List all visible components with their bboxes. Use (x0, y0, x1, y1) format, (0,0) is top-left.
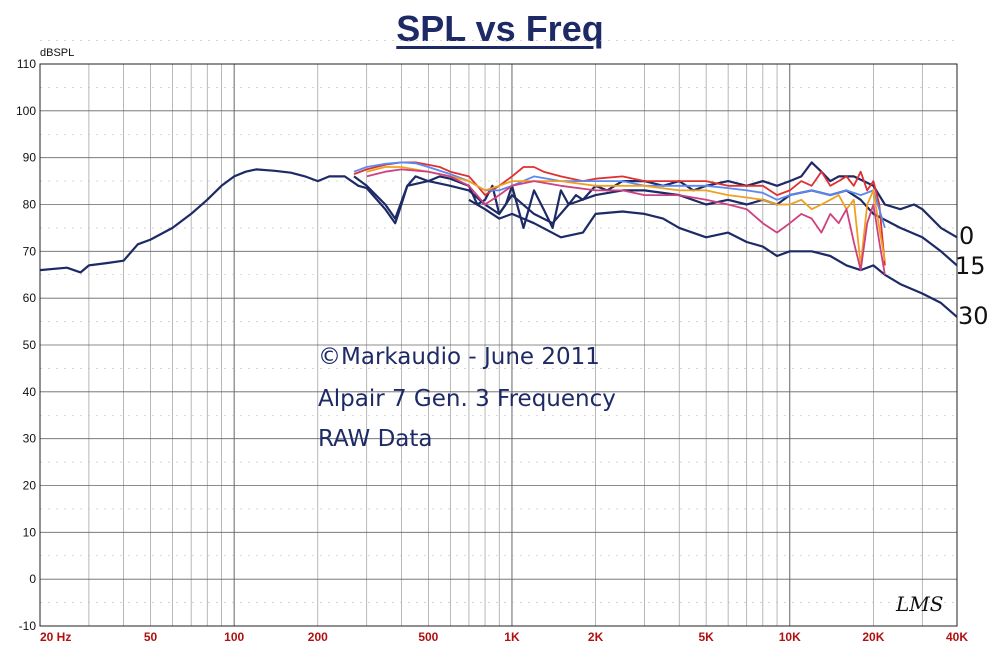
x-tick-labels: 20 Hz 50 100 200 500 1K 2K 5K 10K 20K 40K (40, 630, 968, 644)
y-tick-label: 70 (23, 244, 37, 258)
y-tick-label: 40 (23, 385, 37, 399)
y-tick-label: 110 (17, 57, 36, 71)
end-label-30: 30 (958, 302, 989, 330)
y-tick-label: 60 (23, 291, 37, 305)
x-tick-label: 500 (418, 630, 438, 644)
y-tick-label: 0 (29, 572, 36, 586)
x-tick-label: 10K (779, 630, 801, 644)
y-tick-label: -10 (19, 619, 37, 633)
plot-frame (39, 63, 958, 627)
x-tick-label: 20 Hz (40, 630, 71, 644)
x-tick-label: 100 (224, 630, 244, 644)
x-tick-label: 50 (144, 630, 158, 644)
x-tick-label: 200 (308, 630, 328, 644)
chart-title: SPL vs Freq (396, 8, 604, 49)
y-tick-label: 10 (23, 525, 37, 539)
x-tick-label: 40K (946, 630, 968, 644)
x-tick-label: 1K (504, 630, 520, 644)
end-label-0: 0 (959, 222, 974, 250)
annotation-copyright: ©Markaudio - June 2011 (318, 344, 600, 370)
series-line-6 (366, 168, 886, 275)
x-tick-label: 20K (862, 630, 884, 644)
lms-logo: LMS (895, 592, 943, 616)
annotation-raw-data: RAW Data (318, 426, 433, 452)
y-tick-label: 50 (23, 338, 37, 352)
annotation-model: Alpair 7 Gen. 3 Frequency (318, 386, 616, 412)
series-line-4 (353, 161, 886, 229)
series-line-3 (353, 161, 886, 266)
y-tick-label: 100 (16, 104, 36, 118)
y-axis-label: dBSPL (40, 47, 74, 59)
grid (39, 40, 958, 627)
series-line-2 (468, 198, 958, 318)
end-label-15: 15 (955, 252, 986, 280)
y-tick-labels: -10 0 10 20 30 40 50 60 70 80 90 100 110 (16, 57, 36, 633)
y-tick-label: 20 (23, 479, 37, 493)
y-tick-label: 90 (23, 151, 37, 165)
series-line-5 (366, 166, 886, 267)
series-lines (39, 161, 958, 318)
x-tick-label: 2K (588, 630, 604, 644)
y-tick-label: 30 (23, 432, 37, 446)
series-line-1 (353, 175, 958, 267)
y-tick-label: 80 (23, 198, 37, 212)
x-tick-label: 5K (698, 630, 714, 644)
